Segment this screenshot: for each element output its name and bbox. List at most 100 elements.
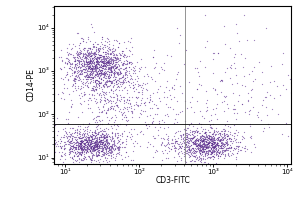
Point: [90, 141, 94, 144]
Point: [92, 54, 97, 57]
Point: [87, 65, 92, 68]
Point: [107, 150, 112, 153]
Point: [88, 149, 93, 152]
Point: [94, 144, 99, 147]
Point: [118, 122, 123, 125]
Point: [84, 63, 89, 66]
Point: [80, 146, 85, 149]
Point: [78, 145, 82, 148]
Point: [218, 78, 223, 81]
Point: [248, 134, 253, 138]
Point: [105, 138, 110, 142]
Point: [111, 123, 116, 126]
Point: [120, 81, 124, 84]
Point: [113, 80, 118, 83]
Point: [119, 54, 124, 57]
Point: [196, 138, 200, 141]
Point: [69, 147, 74, 150]
Point: [104, 138, 109, 141]
Point: [81, 128, 86, 131]
Point: [90, 57, 95, 60]
Point: [201, 145, 206, 148]
Point: [241, 74, 246, 77]
Point: [165, 105, 170, 109]
Point: [69, 105, 74, 109]
Point: [195, 147, 200, 151]
Point: [160, 141, 165, 144]
Point: [100, 138, 105, 141]
Point: [101, 143, 106, 147]
Point: [90, 139, 94, 142]
Point: [89, 147, 94, 151]
Point: [73, 146, 77, 149]
Point: [122, 68, 126, 71]
Point: [90, 138, 94, 141]
Point: [107, 48, 112, 51]
Point: [188, 106, 193, 109]
Point: [53, 124, 58, 127]
Point: [134, 100, 139, 103]
Point: [145, 126, 150, 130]
Point: [203, 161, 208, 164]
Point: [91, 138, 96, 141]
Point: [212, 141, 217, 144]
Point: [182, 147, 187, 150]
Point: [115, 105, 120, 108]
Point: [86, 143, 91, 146]
Point: [59, 67, 64, 71]
Point: [77, 142, 82, 145]
Point: [85, 63, 90, 66]
Point: [83, 54, 88, 57]
Point: [289, 81, 293, 84]
Point: [74, 140, 79, 143]
Point: [148, 98, 153, 101]
Point: [94, 45, 98, 49]
Point: [225, 143, 230, 146]
Point: [86, 85, 91, 89]
Point: [195, 131, 200, 134]
Point: [76, 116, 81, 119]
Point: [69, 139, 74, 142]
Point: [105, 85, 110, 88]
Point: [97, 71, 102, 75]
Point: [115, 54, 120, 57]
Point: [68, 147, 73, 150]
Point: [176, 142, 181, 145]
Point: [96, 47, 100, 50]
Point: [198, 136, 203, 139]
Point: [91, 78, 95, 81]
Point: [101, 139, 106, 143]
Point: [73, 150, 78, 153]
Point: [110, 52, 115, 55]
Point: [122, 101, 127, 104]
Point: [94, 92, 99, 95]
Point: [120, 76, 125, 79]
Point: [228, 149, 233, 153]
Point: [140, 132, 145, 135]
Point: [81, 54, 86, 57]
Point: [248, 125, 253, 128]
Point: [112, 49, 117, 52]
Point: [94, 66, 99, 69]
Point: [82, 92, 87, 95]
Point: [134, 96, 138, 99]
Point: [66, 53, 71, 56]
Point: [205, 142, 210, 145]
Point: [115, 135, 120, 138]
Point: [92, 50, 97, 53]
Point: [198, 136, 203, 140]
Point: [87, 57, 92, 61]
Point: [212, 130, 216, 133]
Point: [100, 63, 105, 67]
Point: [85, 148, 90, 151]
Point: [252, 66, 256, 69]
Point: [81, 37, 86, 41]
Point: [111, 142, 116, 146]
Point: [214, 129, 218, 132]
Point: [95, 50, 100, 53]
Point: [138, 102, 143, 105]
Point: [71, 141, 76, 144]
Point: [101, 146, 106, 149]
Point: [76, 143, 81, 147]
Point: [239, 146, 244, 149]
